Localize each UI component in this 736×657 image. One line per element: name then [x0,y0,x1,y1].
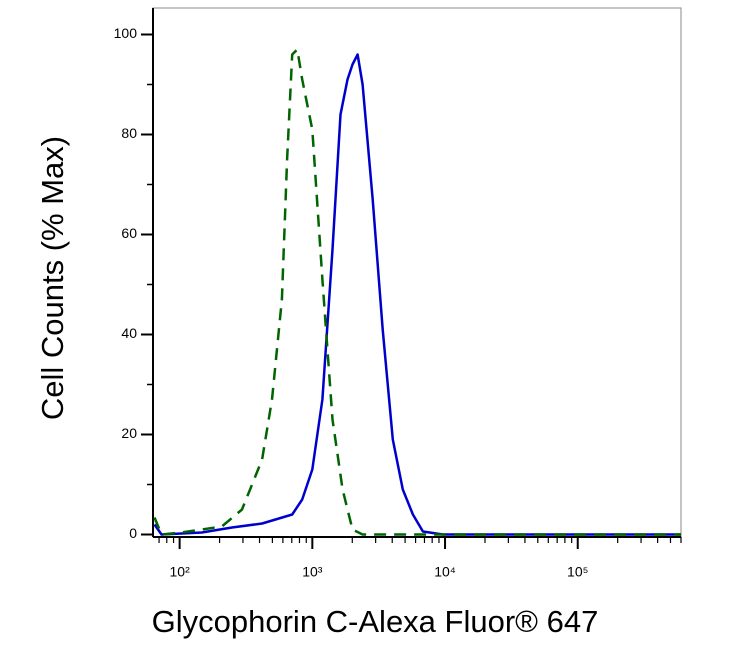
plot-frame [152,7,682,538]
y-axis-label: Cell Counts (% Max) [35,136,70,420]
x-tick-label: 10³ [302,564,323,580]
series-line [153,53,681,536]
y-tick-label: 0 [129,525,137,541]
y-tick-label: 20 [121,425,137,441]
x-tick-label: 10⁴ [434,564,456,580]
y-tick-label: 100 [114,25,138,41]
x-tick-label: 10² [170,564,191,580]
x-tick-label: 10⁵ [567,564,588,580]
y-tick-label: 40 [121,325,137,341]
x-axis-label: Glycophorin C-Alexa Fluor® 647 [152,604,599,639]
series-line [153,48,681,536]
y-tick-label: 60 [121,225,137,241]
y-tick-label: 80 [121,125,137,141]
